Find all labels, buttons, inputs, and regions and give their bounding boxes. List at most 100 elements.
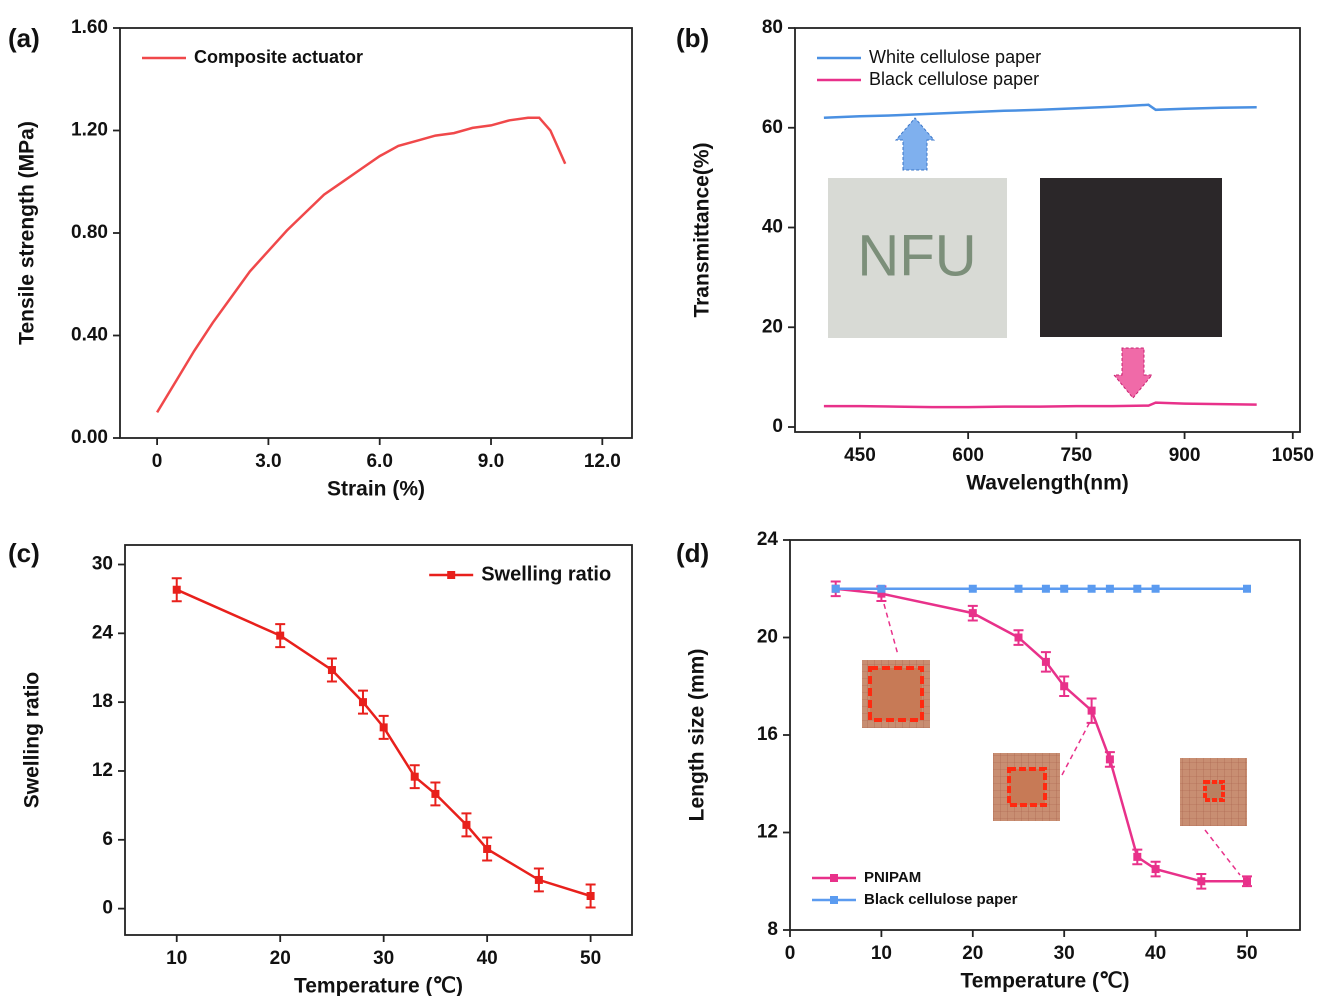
data-point [462,820,471,829]
data-point [1151,865,1160,874]
y-tick-label: 0 [102,898,113,919]
y-tick-label: 30 [92,554,113,575]
y-tick-label: 8 [767,919,778,940]
x-tick-label: 50 [580,948,601,969]
y-axis-label: Length size (mm) [686,649,709,822]
data-line [176,588,591,898]
y-tick-label: 0.80 [71,222,108,243]
data-point [1041,657,1050,666]
data-point [1242,584,1251,593]
x-tick-label: 0 [785,943,796,964]
x-tick-label: 20 [962,943,983,964]
x-tick-label: 10 [871,943,892,964]
legend-label: Swelling ratio [481,563,611,585]
x-tick-label: 1050 [1272,445,1314,466]
legend-label: Black cellulose paper [869,69,1039,89]
data-point [1014,633,1023,642]
arrow-up [894,117,936,171]
data-point [483,844,492,853]
y-tick-label: 20 [762,316,783,337]
legend-label: Black cellulose paper [864,891,1018,908]
data-line [156,116,567,414]
data-point [379,723,388,732]
y-tick-label: 1.20 [71,120,108,141]
data-point [431,789,440,798]
legend-label: White cellulose paper [869,47,1041,67]
data-point [877,584,886,593]
data-point [1105,755,1114,764]
y-axis-label: Tensile strength (MPa) [16,121,39,345]
x-tick-label: 9.0 [478,451,504,472]
x-tick-label: 450 [844,445,876,466]
data-point [1087,584,1096,593]
x-tick-label: 40 [1145,943,1166,964]
data-line [835,587,1247,883]
x-tick-label: 0 [152,451,163,472]
y-axis-label: Swelling ratio [21,672,44,809]
panel-label: (b) [676,23,709,53]
x-axis-label: Temperature (℃) [294,975,463,996]
x-axis-label: Temperature (℃) [960,970,1129,993]
data-point [1133,852,1142,861]
y-tick-label: 12 [92,760,113,781]
pointer-arrow [883,603,1241,876]
x-tick-label: 6.0 [366,451,392,472]
data-point [1133,584,1142,593]
x-tick-label: 30 [1054,943,1075,964]
data-point [358,698,367,707]
y-tick-label: 40 [762,217,783,238]
y-tick-label: 6 [102,829,113,850]
x-tick-label: 30 [373,948,394,969]
plot-frame [794,27,1301,433]
data-point [276,631,285,640]
data-point [1041,584,1050,593]
y-tick-label: 60 [762,117,783,138]
x-axis-label: Wavelength(nm) [966,472,1129,495]
data-point [1060,682,1069,691]
photo-white-paper [828,178,1007,338]
data-point [1014,584,1023,593]
y-axis-label: Transmittance(%) [691,142,714,317]
photo-sample [862,660,1247,826]
data-line [823,401,1257,409]
data-point [968,609,977,618]
y-tick-label: 24 [92,622,114,643]
x-tick-label: 750 [1061,445,1093,466]
y-tick-label: 16 [757,724,778,745]
plot-frame [124,544,633,936]
inset-text: NFU [857,223,976,288]
data-point [831,584,840,593]
arrow-down [1112,347,1154,399]
x-tick-label: 50 [1236,943,1257,964]
y-tick-label: 12 [757,822,778,843]
y-tick-label: 0.40 [71,325,108,346]
y-tick-label: 24 [757,529,779,550]
legend-marker [447,571,456,579]
data-point [1060,584,1069,593]
data-point [534,875,543,884]
y-tick-label: 0 [772,416,783,437]
x-tick-label: 600 [952,445,984,466]
data-line [823,103,1257,120]
panel-label: (d) [676,538,709,568]
x-tick-label: 3.0 [255,451,281,472]
data-point [1151,584,1160,593]
y-tick-label: 0.00 [71,427,108,448]
data-point [586,892,595,900]
x-tick-label: 12.0 [584,451,621,472]
y-tick-label: 20 [757,627,778,648]
x-tick-label: 10 [166,948,187,969]
plot-frame [119,27,633,439]
legend-marker [830,896,838,904]
y-tick-label: 1.60 [71,17,108,38]
panel-label: (a) [8,23,40,53]
legend-label: PNIPAM [864,869,921,886]
data-point [877,589,886,598]
data-point [1242,877,1251,886]
legend-marker [830,874,838,882]
legend-label: Composite actuator [194,47,363,67]
x-tick-label: 900 [1169,445,1201,466]
x-tick-label: 20 [270,948,291,969]
y-tick-label: 80 [762,17,783,38]
